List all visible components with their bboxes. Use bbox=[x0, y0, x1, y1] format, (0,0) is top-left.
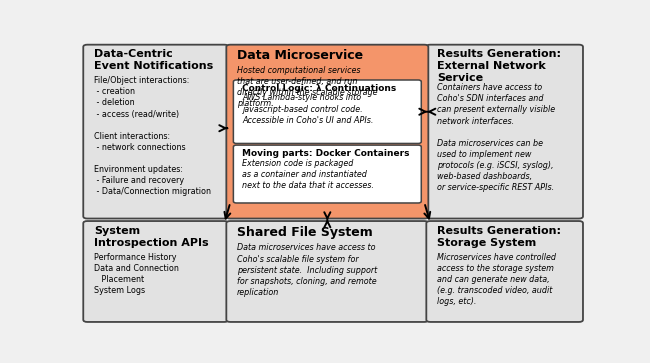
Text: Results Generation:
Storage System: Results Generation: Storage System bbox=[437, 225, 561, 248]
Text: System
Introspection APIs: System Introspection APIs bbox=[94, 225, 209, 248]
FancyBboxPatch shape bbox=[426, 221, 583, 322]
FancyBboxPatch shape bbox=[233, 80, 421, 143]
Text: Moving parts: Docker Containers: Moving parts: Docker Containers bbox=[242, 149, 410, 158]
FancyBboxPatch shape bbox=[83, 221, 228, 322]
Text: Microservices have controlled
access to the storage system
and can generate new : Microservices have controlled access to … bbox=[437, 253, 556, 306]
FancyBboxPatch shape bbox=[226, 45, 428, 219]
Text: File/Object interactions:
 - creation
 - deletion
 - access (read/write)

Client: File/Object interactions: - creation - d… bbox=[94, 76, 211, 196]
Text: Data-Centric
Event Notifications: Data-Centric Event Notifications bbox=[94, 49, 213, 71]
Text: Extension code is packaged
as a container and instantiated
next to the data that: Extension code is packaged as a containe… bbox=[242, 159, 374, 190]
FancyBboxPatch shape bbox=[83, 45, 228, 219]
Text: Containers have access to
Coho's SDN interfaces and
can present externally visib: Containers have access to Coho's SDN int… bbox=[437, 83, 555, 192]
FancyBboxPatch shape bbox=[233, 145, 421, 203]
Text: Shared File System: Shared File System bbox=[237, 225, 372, 238]
Text: Data microservices have access to
Coho's scalable file system for
persistent sta: Data microservices have access to Coho's… bbox=[237, 244, 377, 297]
Text: Performance History
Data and Connection
   Placement
System Logs: Performance History Data and Connection … bbox=[94, 253, 179, 295]
Text: Hosted computational services
that are user-defined, and run
directly within the: Hosted computational services that are u… bbox=[237, 66, 378, 108]
Text: Control Logic: λ Continuations: Control Logic: λ Continuations bbox=[242, 84, 396, 93]
FancyBboxPatch shape bbox=[226, 221, 428, 322]
Text: Results Generation:
External Network
Service: Results Generation: External Network Ser… bbox=[437, 49, 561, 83]
Text: Data Microservice: Data Microservice bbox=[237, 49, 363, 62]
Text: AWS Lambda-style hooks into
javascript-based control code.
Accessible in Coho's : AWS Lambda-style hooks into javascript-b… bbox=[242, 93, 374, 125]
FancyBboxPatch shape bbox=[426, 45, 583, 219]
